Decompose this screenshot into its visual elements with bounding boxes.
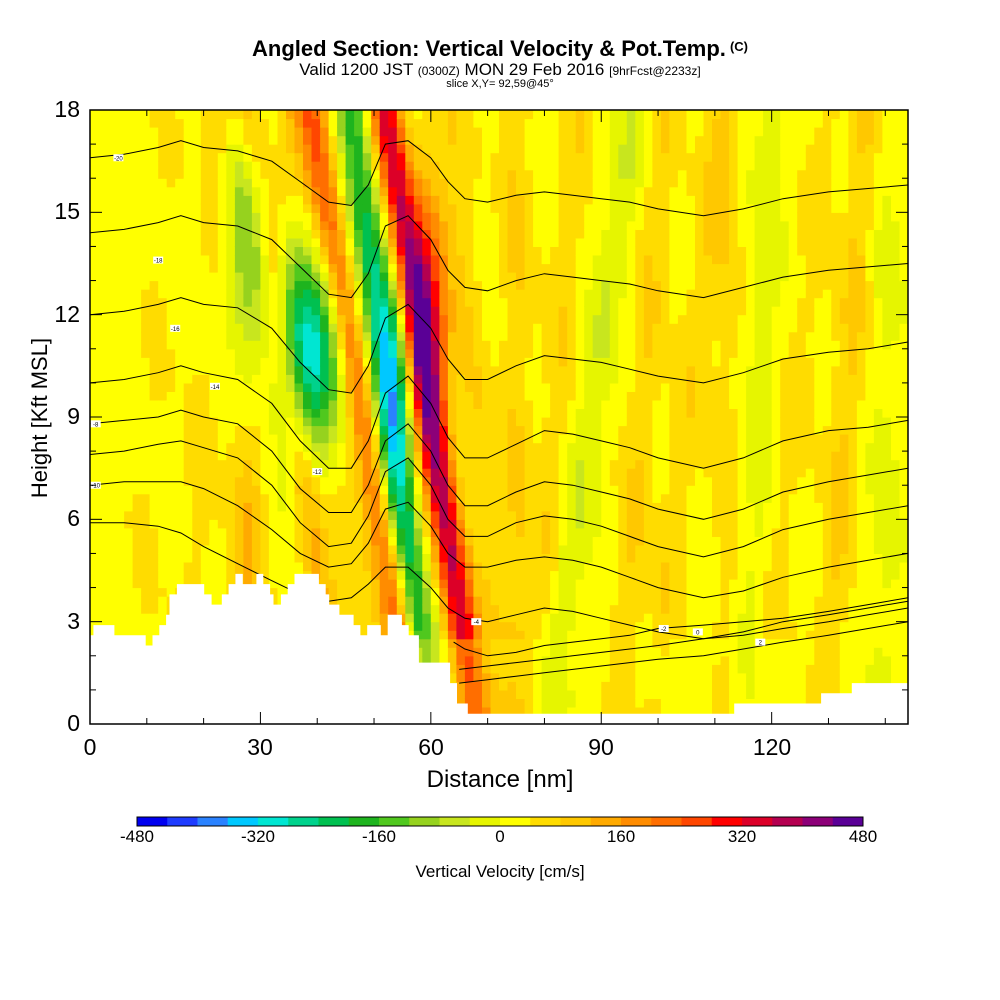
colorbar-swatch <box>379 817 410 826</box>
contour-label: -10 <box>91 484 100 490</box>
contour-label: -2 <box>661 627 667 633</box>
chart-title-units: (C) <box>729 39 748 54</box>
slice-info: slice X,Y= 92,59@45° <box>446 78 554 90</box>
x-tick-label: 120 <box>752 734 792 760</box>
contour-label-bg <box>209 382 220 390</box>
theta-contour <box>90 140 908 217</box>
colorbar-swatch <box>772 817 803 826</box>
chart-subtitle: Valid 1200 JST (0300Z) MON 29 Feb 2016 [… <box>0 61 1000 80</box>
contour-label-bg <box>170 324 181 332</box>
theta-contour <box>90 440 908 558</box>
contour-label: -14 <box>211 385 220 391</box>
colorbar-swatch <box>832 817 864 826</box>
plot-frame <box>89 109 909 725</box>
theta-contour <box>453 597 908 657</box>
y-tick-label: 18 <box>54 96 80 122</box>
y-tick-label: 6 <box>67 505 80 531</box>
contour-label-bg <box>658 624 669 632</box>
y-tick-label: 3 <box>67 608 80 634</box>
contour-label: -8 <box>93 422 99 428</box>
x-tick-label: 90 <box>588 734 614 760</box>
colorbar-swatch <box>167 817 198 826</box>
contour-label: 0 <box>696 630 700 636</box>
theta-contour <box>90 481 908 599</box>
contour-label: -4 <box>474 620 480 626</box>
colorbar-swatch <box>318 817 350 826</box>
colorbar-swatch <box>560 817 592 826</box>
theta-contour <box>459 607 908 670</box>
contour-label-bg <box>113 154 124 162</box>
theta-contour <box>90 297 908 394</box>
colorbar-swatch <box>348 817 380 826</box>
colorbar-frame <box>136 816 864 827</box>
valid-date: MON 29 Feb 2016 <box>464 60 605 79</box>
y-tick-label: 0 <box>67 710 80 736</box>
x-tick-label: 0 <box>83 734 97 760</box>
terrain <box>90 573 908 724</box>
theta-contour <box>90 409 908 520</box>
x-axis-label: Distance [nm] <box>426 766 574 793</box>
colorbar-swatch <box>137 817 168 826</box>
contour-label-bg <box>153 256 164 264</box>
colorbar-tick-label: 320 <box>727 827 757 846</box>
colorbar-tick-label: 160 <box>606 827 636 846</box>
colorbar-swatch <box>227 817 259 826</box>
colorbar-swatch <box>621 817 652 826</box>
contour-label: -20 <box>114 156 123 162</box>
colorbar-tick-label: -160 <box>361 827 397 846</box>
contour-label: -12 <box>313 470 322 476</box>
y-tick-label: 15 <box>54 198 80 224</box>
colorbar-tick-label: 0 <box>495 827 505 846</box>
colorbar-swatch <box>681 817 713 826</box>
colorbar-swatch <box>802 817 834 826</box>
colorbar-tick-label: -480 <box>119 827 155 846</box>
theta-contour <box>90 365 908 469</box>
colorbar-swatch <box>651 817 682 826</box>
contour-label: -16 <box>171 327 180 333</box>
contour-label-bg <box>755 638 766 646</box>
contour-label-bg <box>692 628 703 636</box>
colorbar-swatch <box>258 817 289 826</box>
colorbar-swatch <box>197 817 229 826</box>
colorbar-swatch <box>409 817 440 826</box>
theta-contour <box>90 522 908 640</box>
contour-label: -18 <box>154 259 163 265</box>
contour-label-bg <box>471 618 482 626</box>
valid-prefix: Valid 1200 JST <box>299 60 414 79</box>
theta-contour <box>459 621 908 684</box>
valid-zulu: (0300Z) <box>417 64 460 78</box>
colorbar-swatch <box>742 817 773 826</box>
y-tick-label: 12 <box>54 301 80 327</box>
contour-label: 2 <box>759 641 763 647</box>
colorbar-swatch <box>439 817 471 826</box>
contour-label-bg <box>90 420 101 428</box>
colorbar-swatch <box>530 817 561 826</box>
theta-contour <box>90 215 908 299</box>
y-tick-label: 9 <box>67 403 80 429</box>
chart-title: Angled Section: Vertical Velocity & Pot.… <box>0 36 1000 62</box>
colorbar-swatch <box>590 817 622 826</box>
colorbar-swatch <box>500 817 531 826</box>
colorbar-swatch <box>288 817 319 826</box>
contour-label-bg <box>312 468 323 476</box>
chart-title-text: Angled Section: Vertical Velocity & Pot.… <box>252 36 726 61</box>
colorbar-swatch <box>711 817 743 826</box>
y-axis-label: Height [Kft MSL] <box>27 337 52 499</box>
x-tick-label: 60 <box>418 734 444 760</box>
valid-forecast: [9hrFcst@2233z] <box>609 64 701 78</box>
colorbar-label: Vertical Velocity [cm/s] <box>415 862 585 881</box>
colorbar-swatch <box>469 817 501 826</box>
colorbar-tick-label: -320 <box>240 827 276 846</box>
colorbar-tick-label: 480 <box>848 827 878 846</box>
x-tick-label: 30 <box>247 734 273 760</box>
